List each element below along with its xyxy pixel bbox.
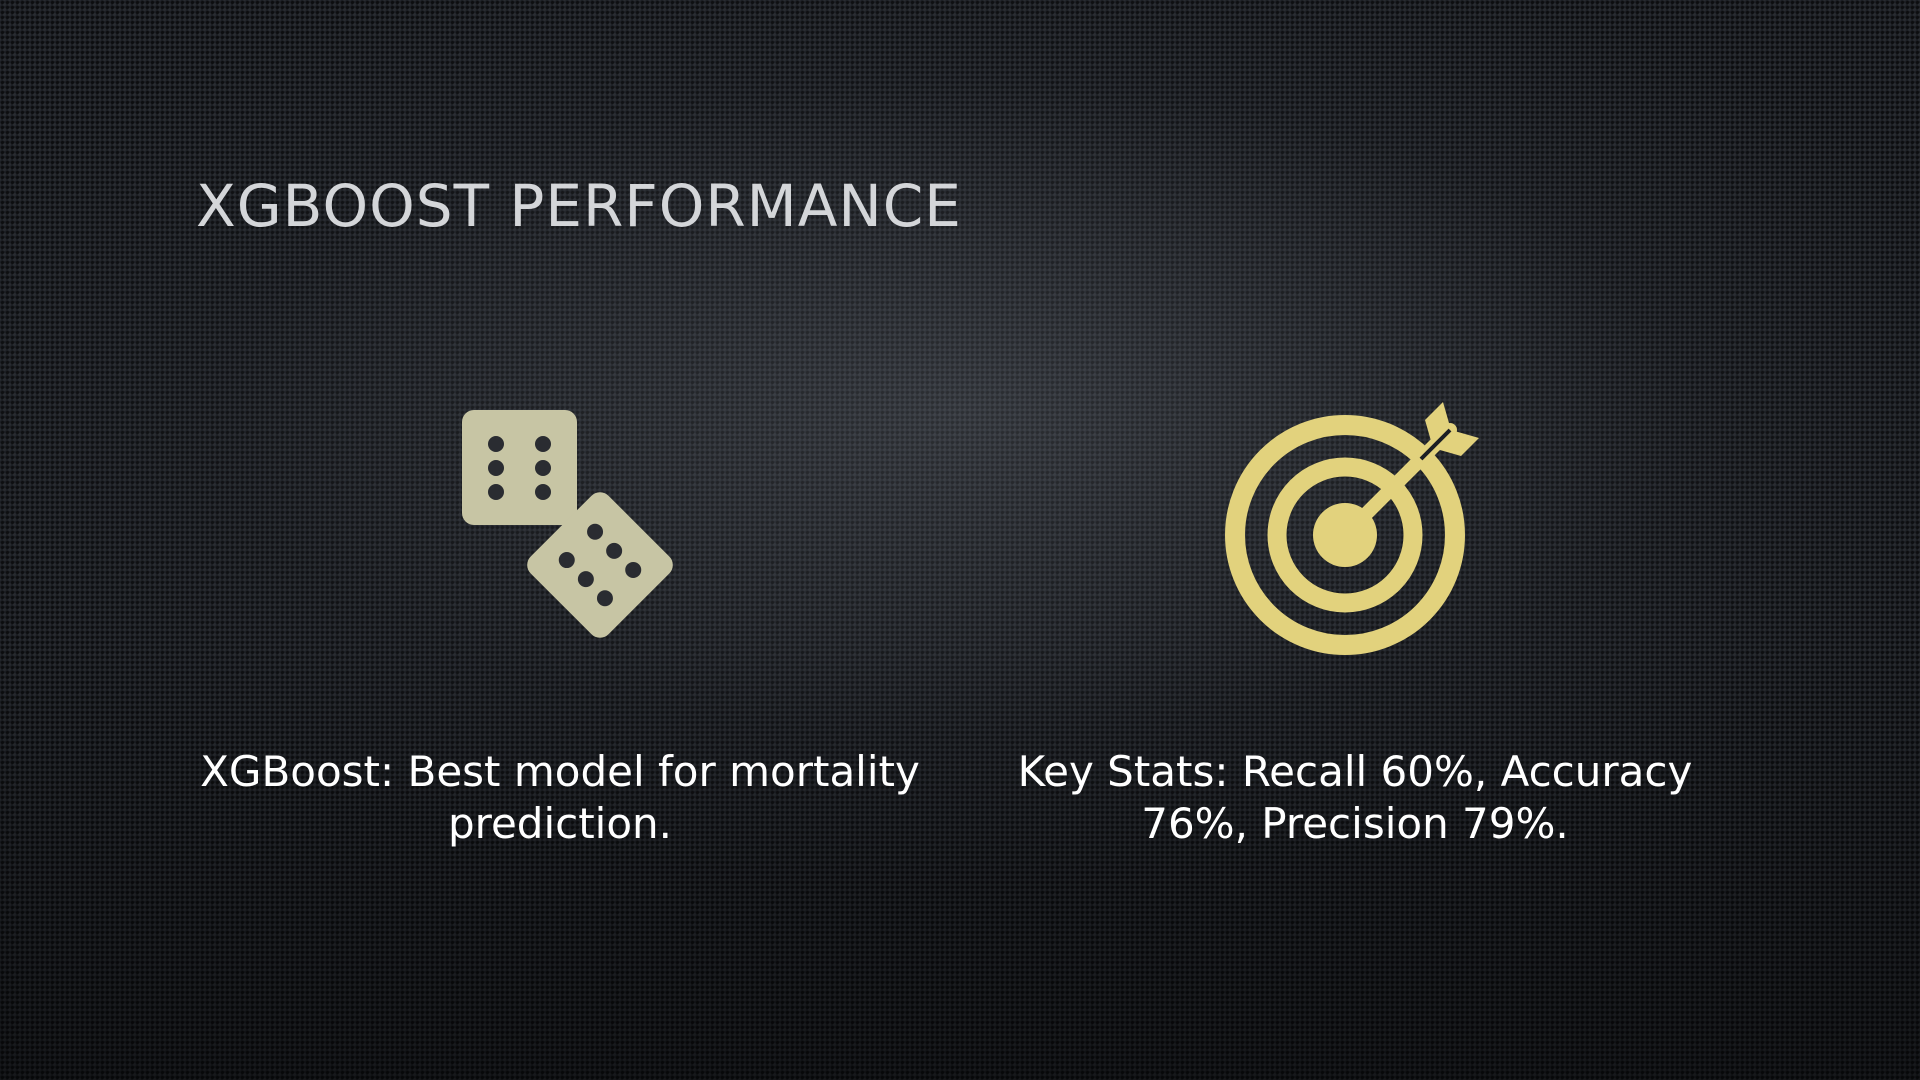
right-caption: Key Stats: Recall 60%, Accuracy 76%, Pre…: [1017, 747, 1693, 848]
target-icon: [1225, 402, 1479, 655]
dice-icon: [462, 410, 673, 638]
left-caption: XGBoost: Best model for mortality predic…: [200, 747, 920, 848]
slide-title: XGBoost Performance: [196, 172, 962, 240]
left-column: XGBoost: Best model for mortality predic…: [180, 400, 940, 850]
right-column: Key Stats: Recall 60%, Accuracy 76%, Pre…: [975, 400, 1735, 850]
